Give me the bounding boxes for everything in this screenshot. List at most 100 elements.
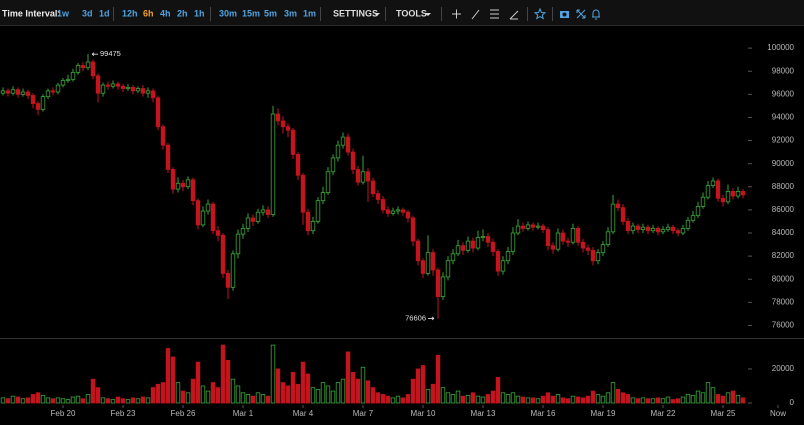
candle-body: [380, 199, 386, 211]
candle-body: [95, 75, 101, 94]
volume-bar: [75, 395, 81, 404]
candle-body: [480, 236, 486, 239]
volume-bar: [485, 394, 491, 404]
interval-button[interactable]: 2h: [177, 8, 188, 18]
candle-body: [300, 174, 306, 213]
volume-bar: [120, 398, 126, 404]
volume-bar: [325, 385, 331, 404]
candle-body: [515, 225, 521, 234]
interval-button[interactable]: 12h: [122, 8, 138, 18]
candle-body: [85, 61, 91, 69]
interval-label: Time Interval:: [2, 8, 60, 18]
volume-bar: [505, 394, 511, 404]
volume-bar: [365, 380, 371, 404]
candle-body: [10, 89, 16, 94]
candle-body: [400, 209, 406, 213]
candle-body: [625, 221, 631, 232]
volume-bar: [555, 394, 561, 404]
dropdown-caret: [374, 13, 380, 16]
candle-body: [305, 211, 311, 232]
volume-bar: [220, 344, 226, 404]
volume-bar: [280, 382, 286, 404]
settings-menu[interactable]: SETTINGS: [333, 8, 378, 18]
interval-button[interactable]: 3m: [284, 8, 297, 18]
candle-body: [470, 240, 476, 249]
candle-body: [680, 227, 686, 234]
candle-body: [580, 241, 586, 249]
volume-bar: [630, 397, 636, 404]
candle-body: [225, 273, 231, 288]
candle-body: [20, 91, 26, 95]
volume-bar: [225, 360, 231, 404]
volume-bar: [70, 396, 76, 404]
volume-tick-label: 20000: [772, 364, 795, 373]
annotation-arrow: [91, 52, 98, 56]
annotation-arrow: [428, 316, 435, 321]
interval-button[interactable]: 30m: [219, 8, 237, 18]
candle-body: [50, 90, 56, 93]
volume-bar: [390, 397, 396, 404]
volume-bar: [250, 395, 256, 404]
interval-button[interactable]: 1d: [99, 8, 110, 18]
candle-body: [740, 190, 746, 196]
interval-button[interactable]: 15m: [242, 8, 260, 18]
volume-bar: [20, 398, 26, 404]
volume-bar: [140, 396, 146, 404]
y-tick-label: 78000: [772, 297, 795, 306]
candle-body: [635, 225, 641, 230]
volume-bar: [380, 394, 386, 404]
candle-body: [245, 217, 251, 229]
candle-body: [220, 234, 226, 274]
volume-bar: [605, 392, 611, 404]
candle-body: [675, 230, 681, 234]
volume-bar: [315, 388, 321, 404]
candle-body: [725, 190, 731, 203]
candle-body: [355, 169, 361, 183]
candle-body: [440, 276, 446, 297]
volume-bar: [155, 383, 161, 404]
interval-button[interactable]: 5m: [264, 8, 277, 18]
interval-button[interactable]: 1m: [303, 8, 316, 18]
volume-bar: [600, 395, 606, 404]
x-tick-label: Mar 10: [411, 409, 436, 418]
candle-body: [545, 229, 551, 247]
x-tick-label: Mar 19: [591, 409, 616, 418]
volume-bar: [310, 387, 316, 404]
candle-body: [0, 90, 6, 94]
interval-button[interactable]: 4h: [160, 8, 171, 18]
interval-button[interactable]: 3d: [82, 8, 93, 18]
interval-button[interactable]: 1h: [194, 8, 205, 18]
y-tick-label: 80000: [772, 274, 795, 283]
candle-body: [345, 136, 351, 153]
volume-bar: [230, 378, 236, 404]
volume-bar: [640, 397, 646, 404]
candle-body: [45, 90, 51, 98]
interval-button[interactable]: 1w: [57, 8, 70, 18]
candle-body: [135, 88, 141, 92]
tools-menu[interactable]: TOOLS: [396, 8, 427, 18]
candle-body: [280, 120, 286, 128]
candle-body: [655, 227, 661, 233]
candle-body: [415, 240, 421, 262]
candle-body: [240, 227, 246, 235]
candle-body: [350, 151, 356, 170]
candle-body: [5, 90, 11, 94]
volume-bar: [275, 368, 281, 404]
candle-body: [620, 207, 626, 222]
volume-bar: [670, 399, 676, 404]
candle-body: [735, 190, 741, 197]
volume-bar: [205, 390, 211, 404]
candle-body: [660, 229, 666, 233]
volume-bar: [255, 392, 261, 404]
volume-bar: [530, 397, 536, 404]
x-tick-label: Mar 7: [353, 409, 374, 418]
candle-body: [100, 84, 106, 94]
candle-body: [585, 247, 591, 251]
interval-button[interactable]: 6h: [143, 8, 154, 18]
volume-bar: [450, 394, 456, 404]
volume-bar: [710, 387, 716, 404]
candle-body: [685, 219, 691, 229]
candle-body: [665, 226, 671, 230]
volume-bar: [615, 388, 621, 404]
tool-icons[interactable]: [452, 7, 600, 20]
